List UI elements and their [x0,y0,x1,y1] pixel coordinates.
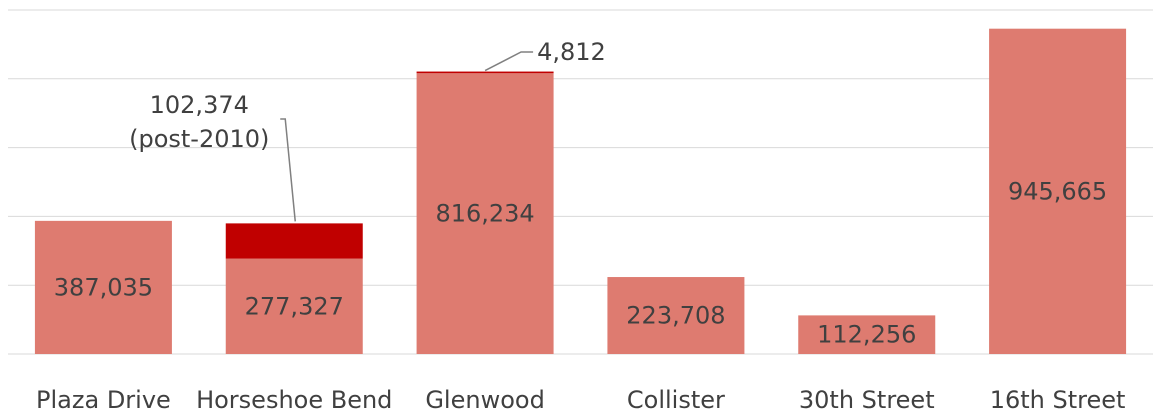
annotation-leader-line [484,51,534,72]
bar-data-label: 277,327 [245,292,344,320]
gridlines [8,9,1153,355]
bar-segment [225,258,363,354]
bar-data-label: 816,234 [435,200,534,228]
bar-segment [416,71,554,74]
category-label: Collister [627,386,725,414]
category-label: 16th Street [990,386,1126,414]
annotation-text: 102,374 [150,91,249,119]
bar-segment [989,28,1127,354]
bar-data-label: 387,035 [54,273,153,301]
bar-data-label: 223,708 [626,302,725,330]
category-label: Glenwood [425,386,544,414]
category-label: Horseshoe Bend [196,386,392,414]
annotation-leader-lines [280,51,534,222]
annotation-text: (post-2010) [129,125,269,153]
annotations: 102,374 (post-2010) 4,812 [129,38,606,153]
bar-data-label: 945,665 [1008,177,1107,205]
bar-segment [34,220,172,354]
bar-segment [607,277,745,354]
data-labels: 387,035 277,327 816,234 223,708 112,256 945,6… [54,177,1107,348]
category-label: 30th Street [799,386,935,414]
annotation-text: 4,812 [537,38,606,66]
bar-segment [798,315,936,354]
bar-segment [225,223,363,259]
category-axis-labels: Plaza Drive Horseshoe Bend Glenwood Collist… [36,386,1125,414]
bar-data-label: 112,256 [817,321,916,349]
bars [34,28,1127,354]
category-label: Plaza Drive [36,386,171,414]
annotation-leader-line [280,118,296,222]
bar-segment [416,73,554,354]
